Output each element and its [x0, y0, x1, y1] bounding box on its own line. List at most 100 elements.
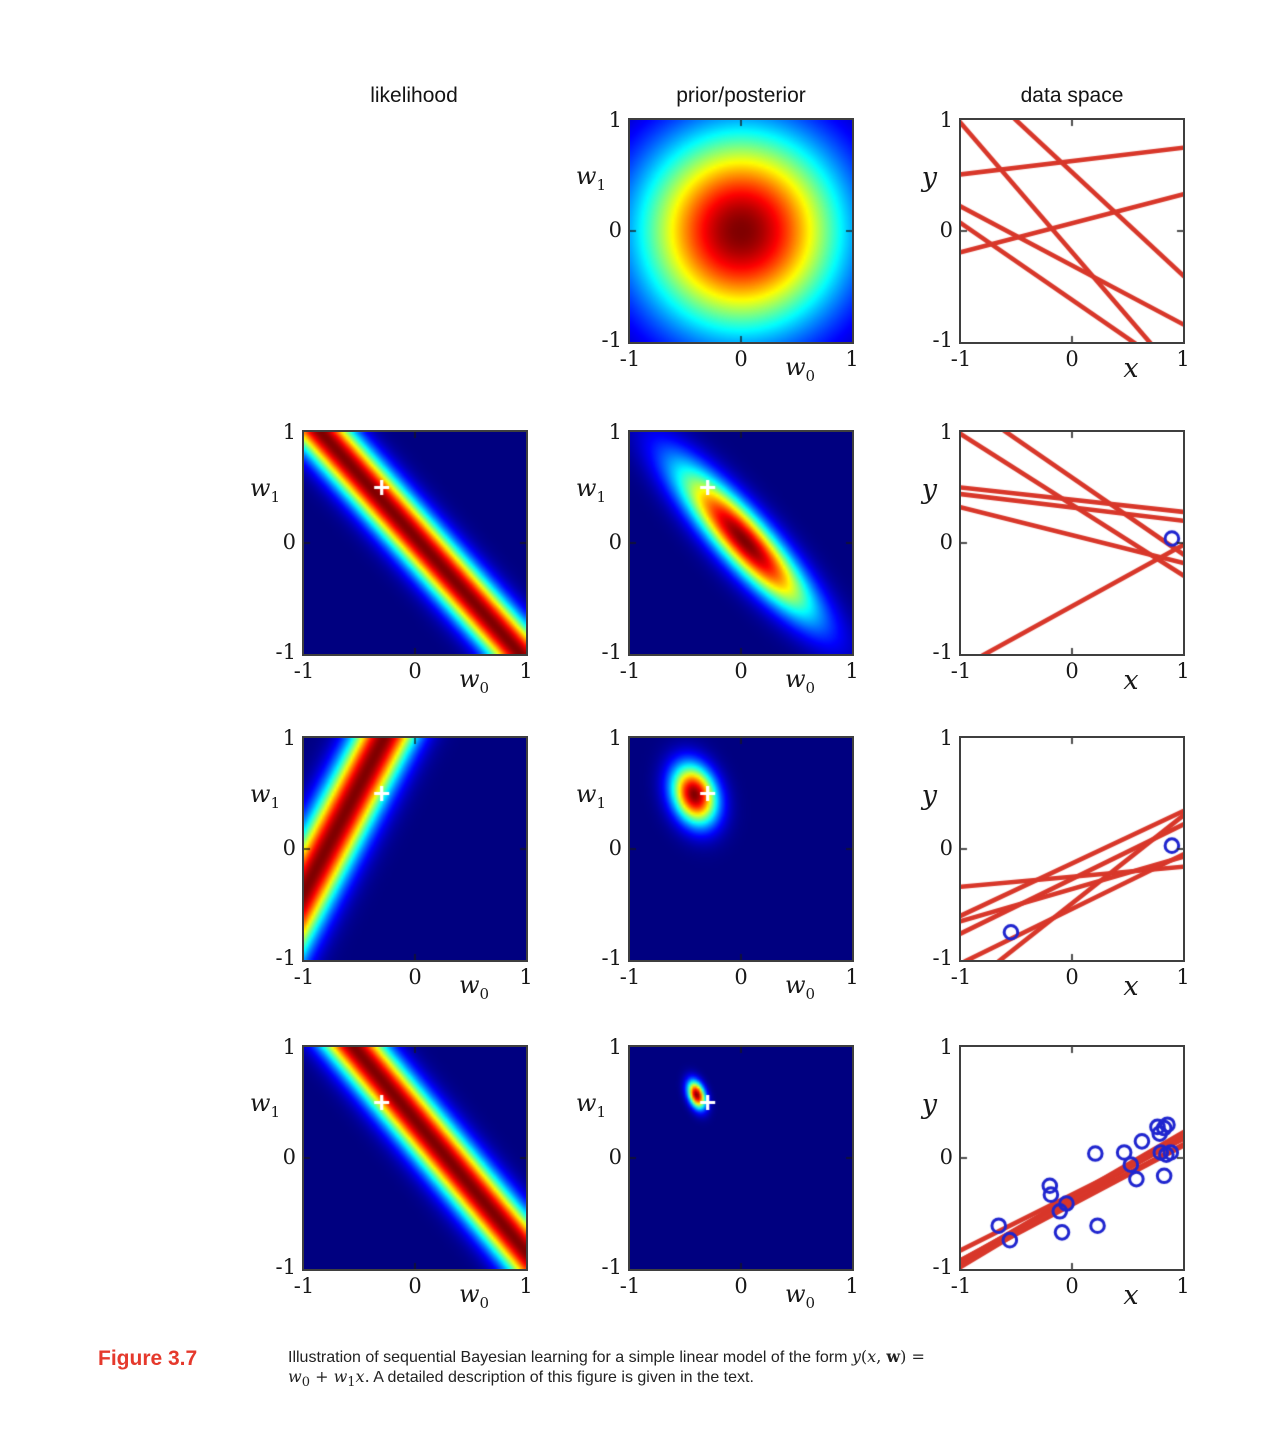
xtick: 1	[845, 1274, 859, 1298]
ytick: 0	[282, 1145, 296, 1169]
ylabel-w1: w1	[249, 474, 280, 506]
column-header-likelihood: likelihood	[370, 84, 458, 107]
ytick: 0	[939, 218, 953, 242]
xtick: -1	[619, 1274, 641, 1298]
ytick: -1	[601, 946, 622, 970]
xlabel-x: x	[1123, 353, 1139, 384]
xlabel-w0: w0	[784, 353, 816, 385]
posterior-heatmap	[630, 432, 852, 654]
xtick: -1	[950, 659, 972, 683]
plot-frame	[959, 118, 1185, 344]
plot-frame	[959, 1045, 1185, 1271]
caption-line2: A detailed description of this figure is…	[369, 1369, 754, 1386]
xtick: 1	[519, 659, 533, 683]
figure-caption-label: Figure 3.7	[98, 1347, 198, 1370]
panel-likelihood-row3: 1 0 -1 w1 -1 0 1 w0	[250, 726, 533, 1003]
xlabel-w0: w0	[458, 971, 490, 1003]
xtick: -1	[293, 965, 315, 989]
ytick: 0	[608, 218, 622, 242]
ytick: -1	[275, 640, 296, 664]
xtick: 0	[1065, 347, 1079, 371]
ylabel-w1: w1	[575, 474, 606, 506]
xtick: 1	[845, 659, 859, 683]
xtick: 1	[519, 1274, 533, 1298]
ytick: -1	[601, 640, 622, 664]
xtick: 0	[734, 659, 748, 683]
xtick: -1	[619, 659, 641, 683]
ylabel-w1: w1	[575, 162, 606, 194]
likelihood-heatmap	[304, 738, 526, 960]
xtick: -1	[293, 1274, 315, 1298]
ytick: -1	[932, 640, 953, 664]
ylabel-y: y	[921, 162, 937, 193]
dataspace-plot	[961, 432, 1183, 654]
xtick: 0	[1065, 1274, 1079, 1298]
xtick: 0	[408, 659, 422, 683]
xtick: 1	[1176, 965, 1190, 989]
ytick: 1	[608, 726, 622, 750]
column-header-prior-posterior: prior/posterior	[676, 84, 806, 107]
xtick: 1	[845, 965, 859, 989]
ytick: 0	[282, 836, 296, 860]
xlabel-x: x	[1123, 665, 1139, 696]
dataspace-plot	[961, 1047, 1183, 1269]
plot-frame	[302, 736, 528, 962]
dataspace-plot	[961, 738, 1183, 960]
xtick: -1	[950, 347, 972, 371]
panel-likelihood-row2: 1 0 -1 w1 -1 0 1 w0	[250, 420, 533, 697]
ylabel-y: y	[921, 780, 937, 811]
ytick: 1	[282, 726, 296, 750]
plot-frame	[628, 1045, 854, 1271]
posterior-heatmap	[630, 1047, 852, 1269]
panel-posterior-row4: 1 0 -1 w1 -1 0 1 w0	[576, 1035, 859, 1312]
xlabel-x: x	[1123, 971, 1139, 1002]
likelihood-heatmap	[304, 432, 526, 654]
ytick: -1	[601, 1255, 622, 1279]
xtick: 0	[734, 965, 748, 989]
plot-frame	[302, 1045, 528, 1271]
ylabel-w1: w1	[249, 1089, 280, 1121]
xtick: -1	[619, 965, 641, 989]
column-header-data-space: data space	[1020, 84, 1124, 107]
xlabel-x: x	[1123, 1280, 1139, 1311]
ytick: -1	[932, 946, 953, 970]
ytick: 1	[939, 726, 953, 750]
ytick: 1	[939, 1035, 953, 1059]
ytick: 0	[939, 1145, 953, 1169]
ytick: -1	[601, 328, 622, 352]
xtick: 1	[1176, 659, 1190, 683]
xtick: 1	[845, 347, 859, 371]
ytick: 0	[939, 530, 953, 554]
ytick: 0	[282, 530, 296, 554]
xtick: -1	[950, 1274, 972, 1298]
panel-likelihood-row4: 1 0 -1 w1 -1 0 1 w0	[250, 1035, 533, 1312]
panel-prior-row1: 1 0 -1 w1 -1 0 1 w0	[576, 108, 859, 385]
xtick: 0	[734, 1274, 748, 1298]
panel-dataspace-row2: 1 0 -1 y -1 0 1 x	[922, 420, 1190, 696]
posterior-heatmap	[630, 738, 852, 960]
xtick: 1	[519, 965, 533, 989]
ytick: 1	[608, 108, 622, 132]
panel-dataspace-row3: 1 0 -1 y -1 0 1 x	[922, 726, 1190, 1002]
ytick: 1	[282, 1035, 296, 1059]
ytick: 0	[608, 530, 622, 554]
ytick: 1	[282, 420, 296, 444]
figure-caption-text: Illustration of sequential Bayesian lear…	[288, 1347, 1178, 1390]
xtick: -1	[619, 347, 641, 371]
panel-posterior-row3: 1 0 -1 w1 -1 0 1 w0	[576, 726, 859, 1003]
plot-frame	[959, 430, 1185, 656]
xtick: 0	[408, 965, 422, 989]
ytick: 1	[939, 420, 953, 444]
dataspace-plot	[961, 120, 1183, 342]
ytick: 0	[939, 836, 953, 860]
ylabel-w1: w1	[575, 1089, 606, 1121]
panel-dataspace-row1: 1 0 -1 y -1 0 1 x	[922, 108, 1190, 384]
ytick: -1	[932, 328, 953, 352]
plot-frame	[302, 430, 528, 656]
xtick: -1	[293, 659, 315, 683]
plot-frame	[628, 736, 854, 962]
caption-math-1: y(x, w) =	[851, 1347, 925, 1366]
ytick: -1	[275, 1255, 296, 1279]
caption-math-2: w0 + w1x.	[288, 1367, 370, 1391]
